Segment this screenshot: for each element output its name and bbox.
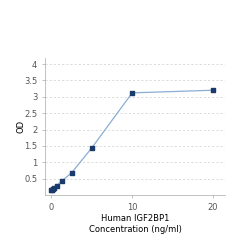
Point xyxy=(51,187,55,191)
X-axis label: Human IGF2BP1
Concentration (ng/ml): Human IGF2BP1 Concentration (ng/ml) xyxy=(88,214,182,234)
Point xyxy=(54,184,58,188)
Point xyxy=(90,146,94,150)
Point xyxy=(60,179,64,183)
Point xyxy=(70,171,74,175)
Point xyxy=(211,88,215,92)
Point xyxy=(52,186,56,190)
Y-axis label: OD: OD xyxy=(17,120,26,133)
Point xyxy=(50,188,54,192)
Point xyxy=(130,91,134,95)
Point xyxy=(50,188,54,192)
